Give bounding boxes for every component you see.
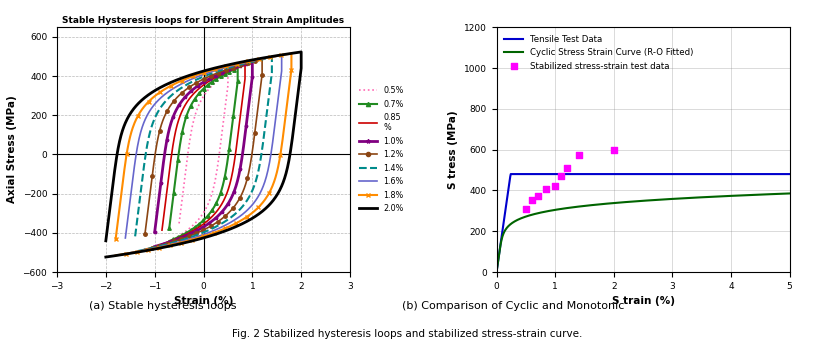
Stabilized stress-strain test data	[549, 184, 562, 189]
Cyclic Stress Strain Curve (R-O Fitted)	[687, 196, 697, 200]
Y-axis label: Axial Stress (MPa): Axial Stress (MPa)	[7, 96, 17, 203]
Cyclic Stress Strain Curve (R-O Fitted)	[664, 197, 674, 201]
Legend: 0.5%, 0.7%, 0.85
%, 1.0%, 1.2%, 1.4%, 1.6%, 1.8%, 2.0%: 0.5%, 0.7%, 0.85 %, 1.0%, 1.2%, 1.4%, 1.…	[356, 83, 407, 216]
Title: Stable Hysteresis loops for Different Strain Amplitudes: Stable Hysteresis loops for Different St…	[63, 16, 344, 25]
Cyclic Stress Strain Curve (R-O Fitted)	[567, 205, 577, 209]
Stabilized stress-strain test data	[531, 193, 544, 198]
Tensile Test Data	[688, 172, 698, 176]
Tensile Test Data	[492, 270, 501, 274]
Stabilized stress-strain test data	[540, 187, 553, 192]
Cyclic Stress Strain Curve (R-O Fitted)	[544, 209, 554, 213]
Cyclic Stress Strain Curve (R-O Fitted)	[785, 191, 794, 196]
Stabilized stress-strain test data	[525, 197, 538, 202]
Tensile Test Data	[567, 172, 577, 176]
Tensile Test Data	[713, 172, 723, 176]
Tensile Test Data	[505, 172, 515, 176]
Text: Fig. 2 Stabilized hysteresis loops and stabilized stress-strain curve.: Fig. 2 Stabilized hysteresis loops and s…	[232, 328, 582, 339]
Tensile Test Data	[665, 172, 675, 176]
Line: Cyclic Stress Strain Curve (R-O Fitted): Cyclic Stress Strain Curve (R-O Fitted)	[497, 193, 790, 272]
Tensile Test Data	[544, 172, 554, 176]
Text: (b) Comparison of Cyclic and Monotonic: (b) Comparison of Cyclic and Monotonic	[401, 301, 624, 311]
Cyclic Stress Strain Curve (R-O Fitted)	[492, 270, 501, 274]
Stabilized stress-strain test data	[607, 147, 620, 152]
Tensile Test Data	[785, 172, 794, 176]
Tensile Test Data	[624, 172, 634, 176]
Stabilized stress-strain test data	[554, 173, 567, 179]
Line: Tensile Test Data: Tensile Test Data	[497, 174, 790, 272]
Cyclic Stress Strain Curve (R-O Fitted)	[624, 200, 634, 204]
Text: (a) Stable hysteresis loops: (a) Stable hysteresis loops	[89, 301, 237, 311]
X-axis label: Strain (%): Strain (%)	[174, 296, 233, 306]
Y-axis label: S tress (MPa): S tress (MPa)	[449, 110, 458, 189]
Cyclic Stress Strain Curve (R-O Fitted)	[712, 194, 722, 199]
Stabilized stress-strain test data	[560, 165, 573, 171]
Stabilized stress-strain test data	[519, 206, 532, 211]
Stabilized stress-strain test data	[572, 152, 585, 157]
Legend: Tensile Test Data, Cyclic Stress Strain Curve (R-O Fitted), Stabilized stress-st: Tensile Test Data, Cyclic Stress Strain …	[501, 32, 697, 74]
X-axis label: S train (%): S train (%)	[611, 296, 675, 306]
